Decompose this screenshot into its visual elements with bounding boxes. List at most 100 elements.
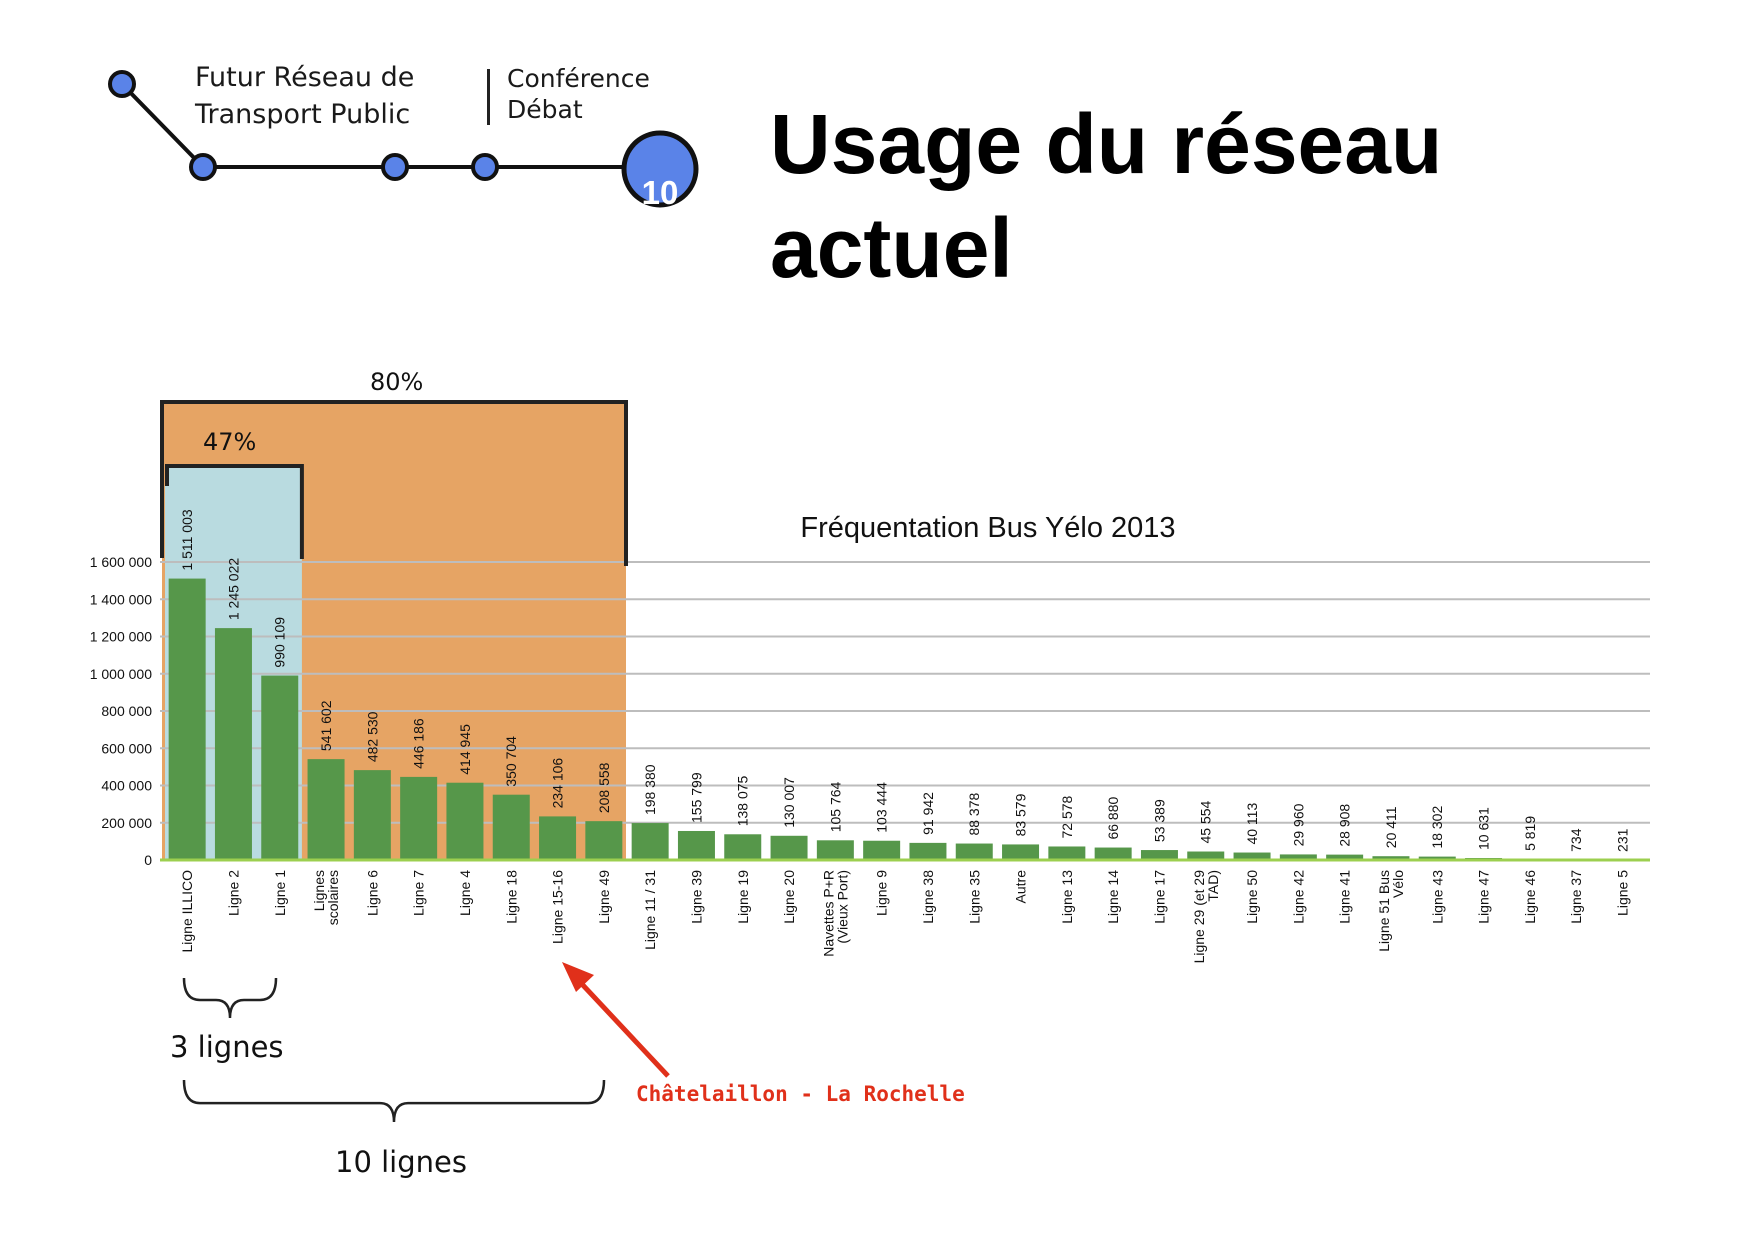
category-label: (Vieux Port) [834, 870, 850, 944]
bracket-80 [160, 400, 628, 566]
bar [261, 675, 299, 860]
value-label: 350 704 [503, 736, 519, 787]
category-label: Ligne 13 [1059, 870, 1075, 924]
brand-line-1: Futur Réseau de [195, 62, 415, 93]
y-tick-label: 400 000 [101, 778, 152, 794]
category-label: Ligne 47 [1476, 870, 1492, 924]
category-label: Ligne 20 [781, 870, 797, 924]
category-label: Navettes P+R [820, 870, 836, 957]
bar [214, 628, 252, 860]
brand-line-2: Transport Public [195, 99, 411, 130]
conf-line-2: Débat [507, 95, 583, 124]
value-label: 1 511 003 [179, 509, 195, 570]
chart-title: Fréquentation Bus Yélo 2013 [800, 512, 1175, 544]
category-label: Ligne 38 [920, 870, 936, 924]
y-tick-label: 1 600 000 [90, 554, 152, 570]
value-label: 103 444 [874, 782, 890, 833]
category-label: Ligne 43 [1429, 870, 1445, 924]
network-line-icon [108, 70, 699, 208]
category-label: Lignes [311, 870, 327, 911]
category-label: Ligne 2 [225, 870, 241, 916]
bar [1326, 854, 1364, 860]
category-label: Ligne 1 [272, 870, 288, 916]
value-label: 10 631 [1476, 807, 1492, 850]
category-label: Ligne 19 [735, 870, 751, 924]
category-label: Ligne 29 (et 29 [1191, 870, 1207, 964]
value-label: 40 113 [1244, 803, 1260, 845]
value-label: 88 378 [966, 793, 982, 836]
value-label: 482 530 [364, 711, 380, 762]
title-line-2: actuel [770, 201, 1013, 295]
category-label: Ligne ILLICO [179, 870, 195, 953]
value-label: 53 389 [1151, 799, 1167, 842]
value-label: 990 109 [272, 617, 288, 668]
category-label: TAD) [1205, 870, 1221, 902]
category-label: Ligne 11 / 31 [642, 870, 658, 950]
bar [1187, 851, 1225, 860]
bar [909, 842, 947, 860]
slide-number-badge: 10 [641, 174, 679, 211]
y-tick-label: 200 000 [101, 815, 152, 831]
conference-label: Conférence Débat [507, 63, 650, 125]
value-label: 45 554 [1198, 800, 1214, 843]
category-label: Ligne 5 [1614, 870, 1630, 916]
value-label: 28 908 [1337, 804, 1353, 847]
bar [1094, 847, 1132, 860]
red-arrow-shaft [578, 980, 670, 1078]
category-label: Ligne 4 [457, 870, 473, 916]
category-label: Vélo [1390, 870, 1406, 898]
y-tick-label: 1 200 000 [90, 629, 152, 645]
bar [770, 835, 808, 860]
category-label: Ligne 37 [1568, 870, 1584, 924]
value-label: 83 579 [1013, 793, 1029, 836]
category-label: Autre [1013, 870, 1029, 904]
category-label: Ligne 51 Bus [1376, 870, 1392, 952]
network-logo: Futur Réseau de Transport Public Confére… [95, 55, 735, 235]
category-label: scolaires [325, 870, 341, 925]
brand-divider [487, 69, 490, 125]
red-arrow-head [562, 962, 594, 992]
category-label: Ligne 35 [966, 870, 982, 924]
y-tick-label: 800 000 [101, 703, 152, 719]
bar [1418, 856, 1456, 860]
y-tick-label: 0 [144, 852, 152, 868]
value-label: 66 880 [1105, 797, 1121, 840]
category-label: Ligne 41 [1337, 870, 1353, 924]
bar [539, 816, 577, 860]
category-label: Ligne 7 [411, 870, 427, 916]
value-label: 91 942 [920, 792, 936, 835]
value-label: 198 380 [642, 764, 658, 815]
value-label: 208 558 [596, 762, 612, 813]
bar [1140, 850, 1178, 860]
group-10-lines-label: 10 lignes [335, 1145, 467, 1179]
value-label: 130 007 [781, 777, 797, 828]
brand-name: Futur Réseau de Transport Public [195, 59, 414, 133]
category-label: Ligne 49 [596, 870, 612, 924]
bar [400, 776, 438, 860]
y-tick-label: 600 000 [101, 740, 152, 756]
category-label: Ligne 50 [1244, 870, 1260, 924]
category-label: Ligne 42 [1290, 870, 1306, 924]
category-label: Ligne 18 [503, 870, 519, 924]
brace-10-lines [182, 1079, 606, 1123]
value-label: 446 186 [411, 718, 427, 769]
bar [1233, 852, 1271, 860]
bar [1279, 854, 1317, 860]
bar [168, 578, 206, 860]
y-tick-label: 1 000 000 [90, 666, 152, 682]
conf-line-1: Conférence [507, 64, 650, 93]
category-label: Ligne 17 [1151, 870, 1167, 924]
chatelaillon-arrow-label: Châtelaillon - La Rochelle [636, 1082, 965, 1106]
group-3-lines-label: 3 lignes [170, 1030, 284, 1064]
bar [1372, 856, 1410, 860]
category-label: Ligne 46 [1522, 870, 1538, 924]
bar [631, 823, 669, 860]
bar [863, 840, 901, 860]
value-label: 541 602 [318, 700, 334, 751]
title-line-1: Usage du réseau [770, 97, 1443, 191]
value-label: 231 [1614, 828, 1630, 852]
value-label: 20 411 [1383, 806, 1399, 848]
value-label: 18 302 [1429, 806, 1445, 849]
bar [585, 821, 623, 860]
